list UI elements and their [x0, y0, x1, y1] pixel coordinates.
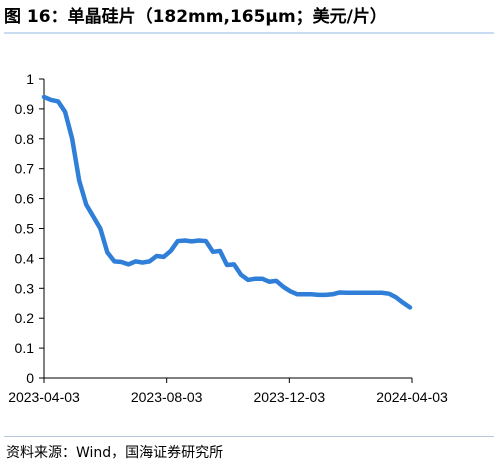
y-tick-label: 0.8 [15, 131, 35, 147]
y-tick-label: 0.1 [15, 340, 35, 356]
title-underline [4, 32, 494, 34]
y-tick-label: 0.6 [15, 191, 35, 207]
footer-divider [4, 436, 494, 437]
x-tick-label: 2023-12-03 [254, 389, 326, 405]
y-tick-label: 0.3 [15, 280, 35, 296]
y-tick-label: 0.4 [15, 250, 35, 266]
chart-title: 图 16：单晶硅片（182mm,165μm；美元/片） [4, 7, 387, 27]
y-axis: 0 0.1 0.2 0.3 0.4 0.5 0.6 0.7 0.8 0.9 1 [15, 71, 45, 386]
line-chart: 0 0.1 0.2 0.3 0.4 0.5 0.6 0.7 0.8 0.9 1 2023-04-03… [8, 71, 448, 405]
x-tick-label: 2023-08-03 [131, 389, 203, 405]
y-tick-label: 0.2 [15, 310, 35, 326]
y-tick-label: 0.7 [15, 161, 35, 177]
y-tick-label: 1 [26, 71, 34, 87]
x-tick-label: 2023-04-03 [8, 389, 80, 405]
y-tick-label: 0 [26, 370, 34, 386]
y-tick-label: 0.5 [15, 221, 35, 237]
series-line [41, 94, 413, 310]
y-tick-label: 0.9 [15, 101, 35, 117]
x-axis: 2023-04-03 2023-08-03 2023-12-03 2024-04-03 [8, 377, 448, 405]
source-note: 资料来源：Wind，国海证券研究所 [6, 445, 224, 461]
plot-area [41, 94, 413, 310]
x-tick-label: 2024-04-03 [376, 389, 448, 405]
